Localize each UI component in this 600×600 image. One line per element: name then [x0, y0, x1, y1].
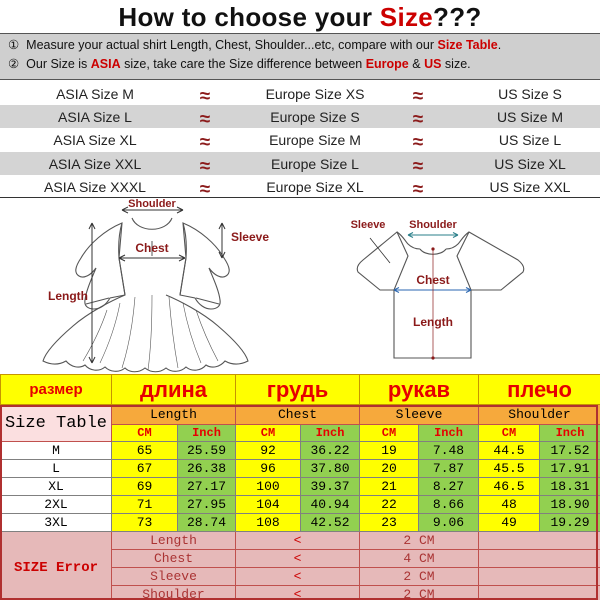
svg-text:Shoulder: Shoulder [409, 219, 457, 231]
svg-text:Length: Length [48, 289, 88, 303]
svg-text:Shoulder: Shoulder [128, 198, 176, 210]
svg-text:Length: Length [413, 315, 453, 329]
svg-text:Sleeve: Sleeve [231, 230, 269, 244]
svg-text:Chest: Chest [135, 241, 168, 255]
svg-text:Sleeve: Sleeve [351, 219, 386, 231]
